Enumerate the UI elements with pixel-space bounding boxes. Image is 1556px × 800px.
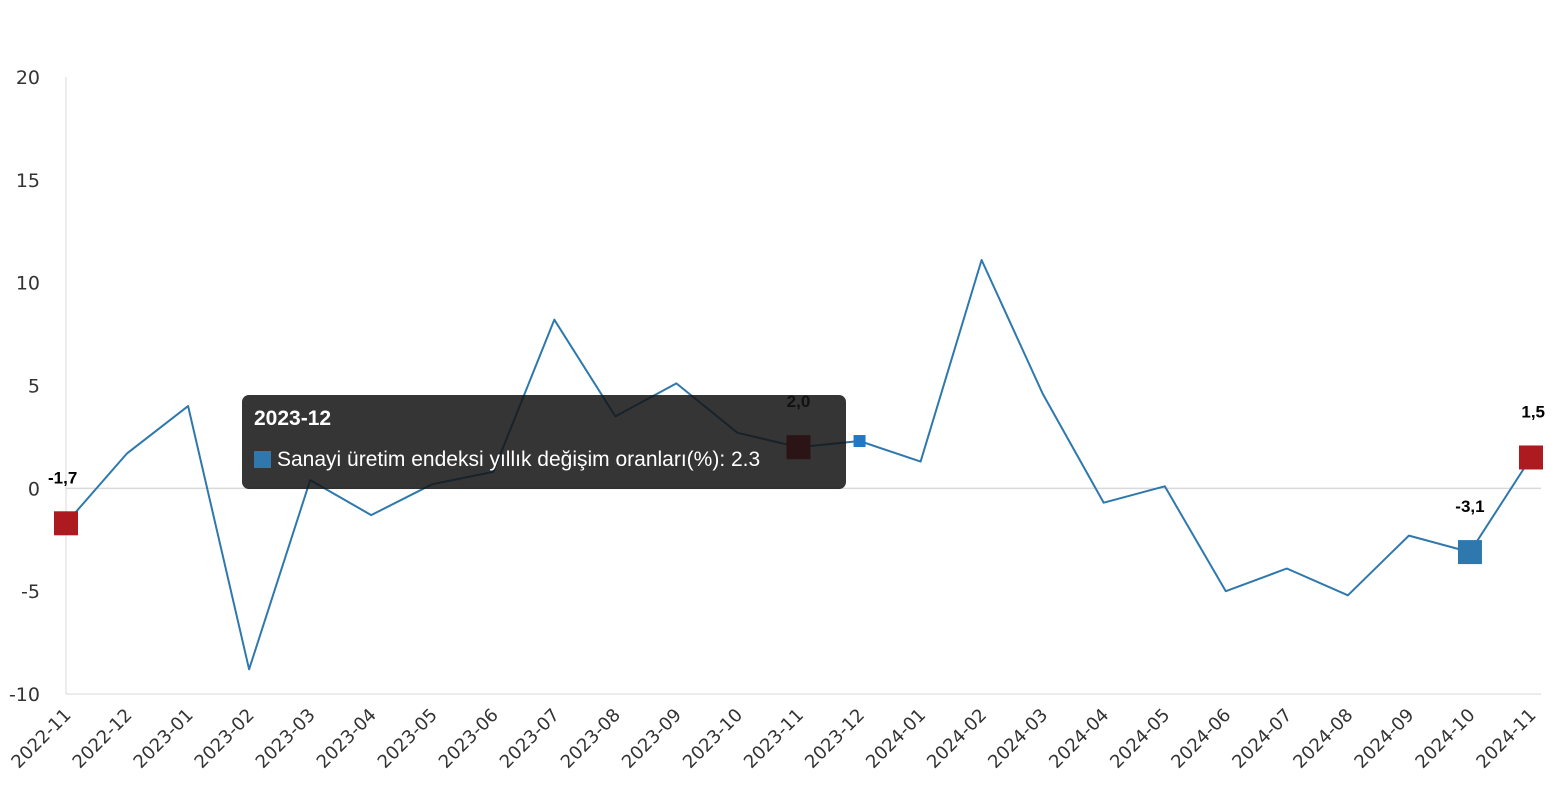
x-tick-label: 2023-02 bbox=[191, 705, 259, 773]
x-tick-label: 2023-06 bbox=[435, 705, 503, 773]
x-tick-label: 2023-04 bbox=[313, 705, 381, 773]
x-tick-label: 2022-12 bbox=[69, 705, 137, 773]
x-tick-label: 2024-04 bbox=[1045, 705, 1113, 773]
x-tick-label: 2022-11 bbox=[7, 705, 75, 773]
data-label: -1,7 bbox=[48, 468, 77, 487]
x-tick-label: 2024-07 bbox=[1228, 705, 1296, 773]
tooltip-title: 2023-12 bbox=[254, 407, 332, 430]
x-tick-label: 2024-10 bbox=[1411, 705, 1479, 773]
data-label: 1,5 bbox=[1521, 402, 1545, 421]
y-tick-label: -10 bbox=[9, 684, 40, 706]
x-tick-label: 2023-07 bbox=[496, 705, 564, 773]
chart-tooltip: 2023-12 Sanayi üretim endeksi yıllık değ… bbox=[242, 395, 846, 489]
x-tick-label: 2024-05 bbox=[1106, 705, 1174, 773]
x-tick-label: 2024-08 bbox=[1289, 705, 1357, 773]
x-tick-label: 2023-11 bbox=[740, 705, 808, 773]
x-tick-label: 2023-10 bbox=[679, 705, 747, 773]
highlight-marker[interactable] bbox=[54, 511, 78, 536]
highlight-marker[interactable] bbox=[1457, 540, 1482, 565]
x-tick-label: 2024-09 bbox=[1350, 705, 1418, 773]
x-tick-label: 2023-01 bbox=[130, 705, 198, 773]
tooltip-row: Sanayi üretim endeksi yıllık değişim ora… bbox=[254, 447, 834, 473]
highlight-marker[interactable] bbox=[1519, 445, 1543, 470]
x-tick-label: 2024-11 bbox=[1472, 705, 1540, 773]
x-tick-label: 2023-09 bbox=[618, 705, 686, 773]
axes bbox=[65, 77, 1541, 695]
x-tick-label: 2023-05 bbox=[374, 705, 442, 773]
y-tick-label: 10 bbox=[16, 273, 40, 295]
tooltip-text: Sanayi üretim endeksi yıllık değişim ora… bbox=[277, 448, 761, 471]
y-tick-label: 0 bbox=[28, 478, 40, 500]
y-tick-label: 20 bbox=[16, 67, 40, 89]
tooltip-series-swatch bbox=[254, 451, 271, 468]
x-tick-label: 2024-06 bbox=[1167, 705, 1235, 773]
y-tick-label: -5 bbox=[21, 581, 40, 603]
x-tick-label: 2023-12 bbox=[801, 705, 869, 773]
y-tick-label: 5 bbox=[28, 376, 40, 398]
x-tick-label: 2024-01 bbox=[862, 705, 930, 773]
x-tick-label: 2024-03 bbox=[984, 705, 1052, 773]
x-tick-label: 2023-08 bbox=[557, 705, 625, 773]
y-tick-labels: 20 15 10 5 0 -5 -10 bbox=[9, 67, 40, 706]
data-label: -3,1 bbox=[1455, 497, 1484, 516]
y-tick-label: 15 bbox=[16, 170, 40, 192]
x-tick-label: 2023-03 bbox=[252, 705, 320, 773]
hover-marker[interactable] bbox=[853, 435, 866, 448]
x-tick-label: 2024-02 bbox=[923, 705, 991, 773]
x-tick-labels: 2022-112022-122023-012023-022023-032023-… bbox=[7, 705, 1540, 773]
